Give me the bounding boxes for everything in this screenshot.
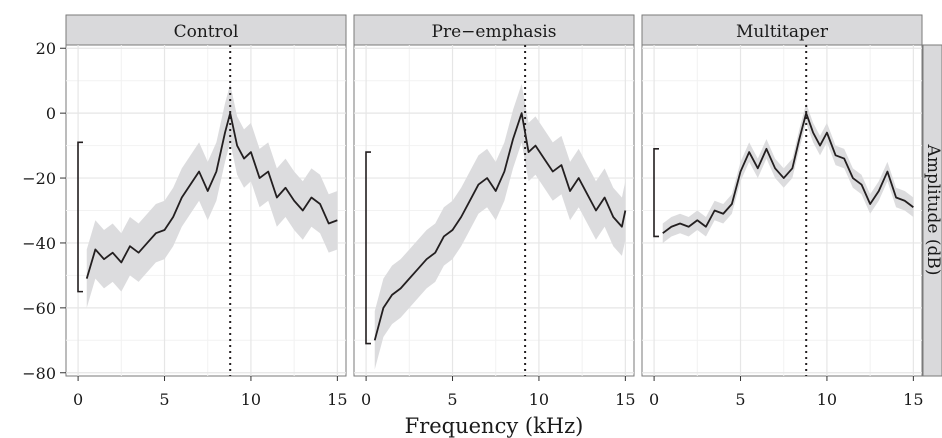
x-tick-label: 15: [615, 390, 635, 409]
x-tick-label: 10: [817, 390, 837, 409]
range-bracket: [77, 141, 83, 293]
x-tick-label: 10: [241, 390, 261, 409]
y-tick-label: −40: [22, 234, 56, 253]
spread-band: [86, 83, 338, 308]
y-axis: 20 0 −20 −40 −60 −80: [22, 39, 66, 383]
y-axis-title: Amplitude (dB): [923, 144, 942, 276]
x-tick-label: 0: [649, 390, 659, 409]
x-tick-label: 5: [735, 390, 745, 409]
x-tick-label: 0: [361, 390, 371, 409]
x-tick-label: 15: [903, 390, 923, 409]
y-tick-label: −20: [22, 169, 56, 188]
y-tick-label: 0: [46, 104, 56, 123]
amplitude-line: [373, 112, 627, 341]
facet-panel: Pre−emphasis 0 5 10 15: [353, 14, 636, 409]
strip-background: [65, 14, 347, 46]
x-tick-label: 15: [327, 390, 347, 409]
range-bracket: [653, 148, 659, 238]
strip-label: Multitaper: [736, 22, 829, 42]
x-axis-title: Frequency (kHz): [405, 414, 584, 438]
y-tick-label: 20: [36, 39, 56, 58]
strip-label: Control: [174, 22, 239, 42]
right-strip-background: [922, 44, 942, 377]
strip-background: [641, 14, 923, 46]
strip-label: Pre−emphasis: [432, 22, 557, 42]
y-tick-label: −60: [22, 299, 56, 318]
x-tick-label: 0: [73, 390, 83, 409]
y-tick-label: −80: [22, 364, 56, 383]
amplitude-line: [85, 112, 338, 279]
x-tick-label: 5: [447, 390, 457, 409]
facet-panel: Control 0 5 10 15: [65, 14, 348, 409]
right-strip: Amplitude (dB): [922, 44, 942, 377]
range-bracket: [365, 151, 371, 345]
amplitude-line: [662, 112, 914, 234]
facet-panel: Multitaper 0 5 10 15: [641, 14, 924, 409]
spread-band: [374, 83, 626, 370]
x-tick-label: 5: [159, 390, 169, 409]
x-tick-label: 10: [529, 390, 549, 409]
